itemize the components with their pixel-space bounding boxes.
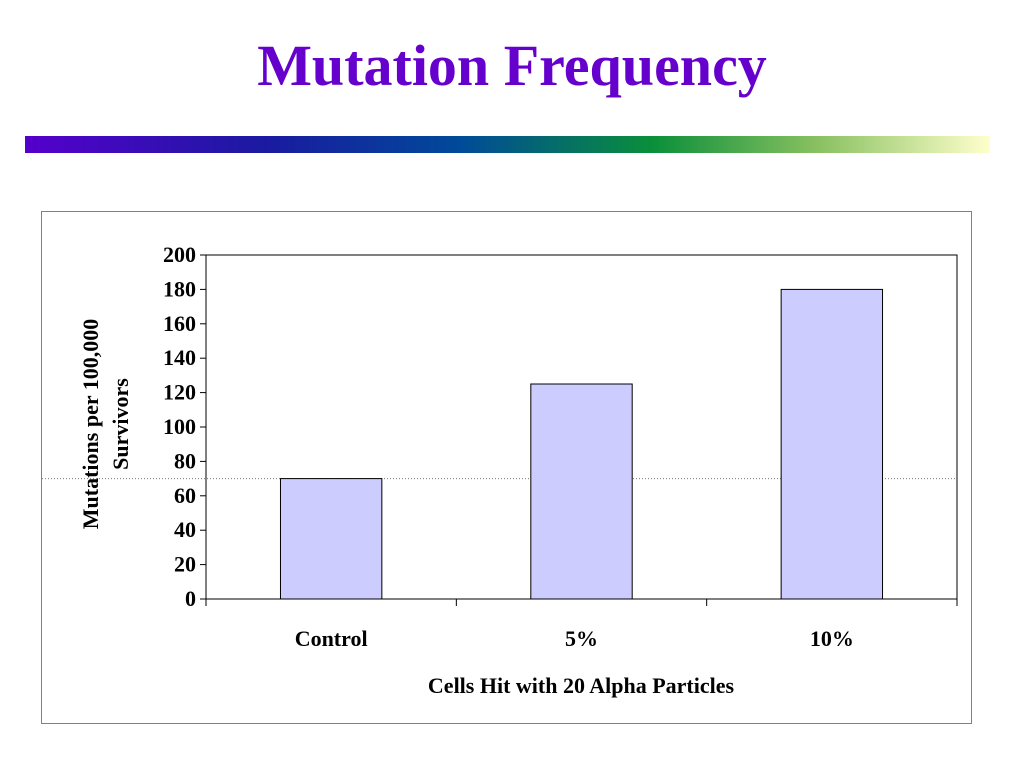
y-tick-label: 140 [163, 345, 196, 370]
y-tick-label: 120 [163, 380, 196, 405]
x-tick-label: Control [295, 626, 368, 651]
title-gradient-bar [25, 136, 990, 153]
chart-frame: 0 20 40 60 80 100 120 140 160 180 200 Control 5% 10% … [41, 211, 972, 724]
bar [780, 288, 884, 600]
y-tick-label: 180 [163, 276, 196, 301]
y-tick-label: 60 [174, 483, 196, 508]
y-tick-label: 20 [174, 552, 196, 577]
x-tick-label: 5% [565, 626, 598, 651]
bar [279, 478, 383, 600]
y-tick-label: 160 [163, 311, 196, 336]
y-tick-label: 200 [163, 242, 196, 267]
bar [530, 383, 633, 600]
y-tick-label: 80 [174, 448, 196, 473]
x-axis-label: Cells Hit with 20 Alpha Particles [428, 673, 735, 698]
y-axis-label-line-2: Survivors [108, 378, 133, 470]
y-tick-label: 100 [163, 414, 196, 439]
slide-title: Mutation Frequency [257, 33, 767, 98]
y-axis-label-line-1: Mutations per 100,000 [78, 319, 103, 529]
y-tick-label: 0 [185, 586, 196, 611]
x-tick-label: 10% [810, 626, 854, 651]
y-tick-label: 40 [174, 517, 196, 542]
